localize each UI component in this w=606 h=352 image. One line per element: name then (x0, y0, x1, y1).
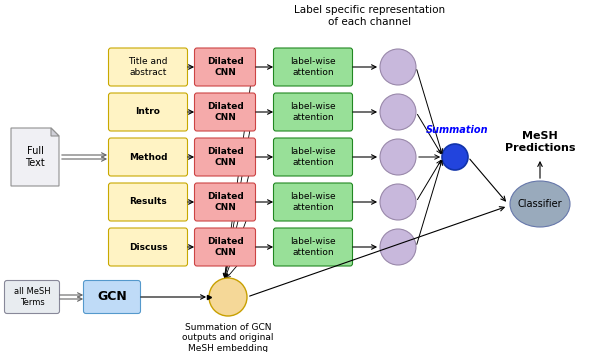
Text: all MeSH
Terms: all MeSH Terms (14, 287, 50, 307)
Text: label-wise
attention: label-wise attention (290, 192, 336, 212)
Text: label-wise
attention: label-wise attention (290, 237, 336, 257)
FancyBboxPatch shape (273, 183, 353, 221)
FancyBboxPatch shape (108, 138, 187, 176)
FancyBboxPatch shape (195, 93, 256, 131)
FancyBboxPatch shape (273, 228, 353, 266)
Text: Intro: Intro (136, 107, 161, 117)
Text: Dilated
CNN: Dilated CNN (207, 147, 244, 167)
FancyBboxPatch shape (84, 281, 141, 314)
Text: label-wise
attention: label-wise attention (290, 57, 336, 77)
Polygon shape (11, 128, 59, 186)
FancyBboxPatch shape (273, 48, 353, 86)
Text: label-wise
attention: label-wise attention (290, 102, 336, 122)
Text: label-wise
attention: label-wise attention (290, 147, 336, 167)
Ellipse shape (380, 229, 416, 265)
Text: GCN: GCN (97, 290, 127, 303)
FancyBboxPatch shape (195, 48, 256, 86)
Text: Dilated
CNN: Dilated CNN (207, 237, 244, 257)
FancyBboxPatch shape (108, 228, 187, 266)
Text: Method: Method (128, 152, 167, 162)
FancyBboxPatch shape (195, 138, 256, 176)
FancyBboxPatch shape (195, 183, 256, 221)
Text: Summation: Summation (425, 125, 488, 135)
Text: Dilated
CNN: Dilated CNN (207, 57, 244, 77)
Text: Title and
abstract: Title and abstract (128, 57, 168, 77)
FancyBboxPatch shape (4, 281, 59, 314)
Ellipse shape (380, 184, 416, 220)
Text: Results: Results (129, 197, 167, 207)
FancyBboxPatch shape (108, 48, 187, 86)
Text: MeSH
Predictions: MeSH Predictions (505, 131, 575, 153)
Text: Dilated
CNN: Dilated CNN (207, 192, 244, 212)
Text: Full
Text: Full Text (25, 146, 45, 168)
Text: Summation of GCN
outputs and original
MeSH embedding: Summation of GCN outputs and original Me… (182, 323, 274, 352)
Text: Classifier: Classifier (518, 199, 562, 209)
Polygon shape (51, 128, 59, 136)
Text: Discuss: Discuss (128, 243, 167, 251)
Ellipse shape (380, 139, 416, 175)
Ellipse shape (209, 278, 247, 316)
Ellipse shape (380, 94, 416, 130)
FancyBboxPatch shape (108, 93, 187, 131)
Ellipse shape (442, 144, 468, 170)
FancyBboxPatch shape (108, 183, 187, 221)
FancyBboxPatch shape (273, 138, 353, 176)
Text: Label specific representation
of each channel: Label specific representation of each ch… (295, 5, 445, 27)
Ellipse shape (380, 49, 416, 85)
FancyBboxPatch shape (273, 93, 353, 131)
Ellipse shape (510, 181, 570, 227)
Text: Dilated
CNN: Dilated CNN (207, 102, 244, 122)
FancyBboxPatch shape (195, 228, 256, 266)
